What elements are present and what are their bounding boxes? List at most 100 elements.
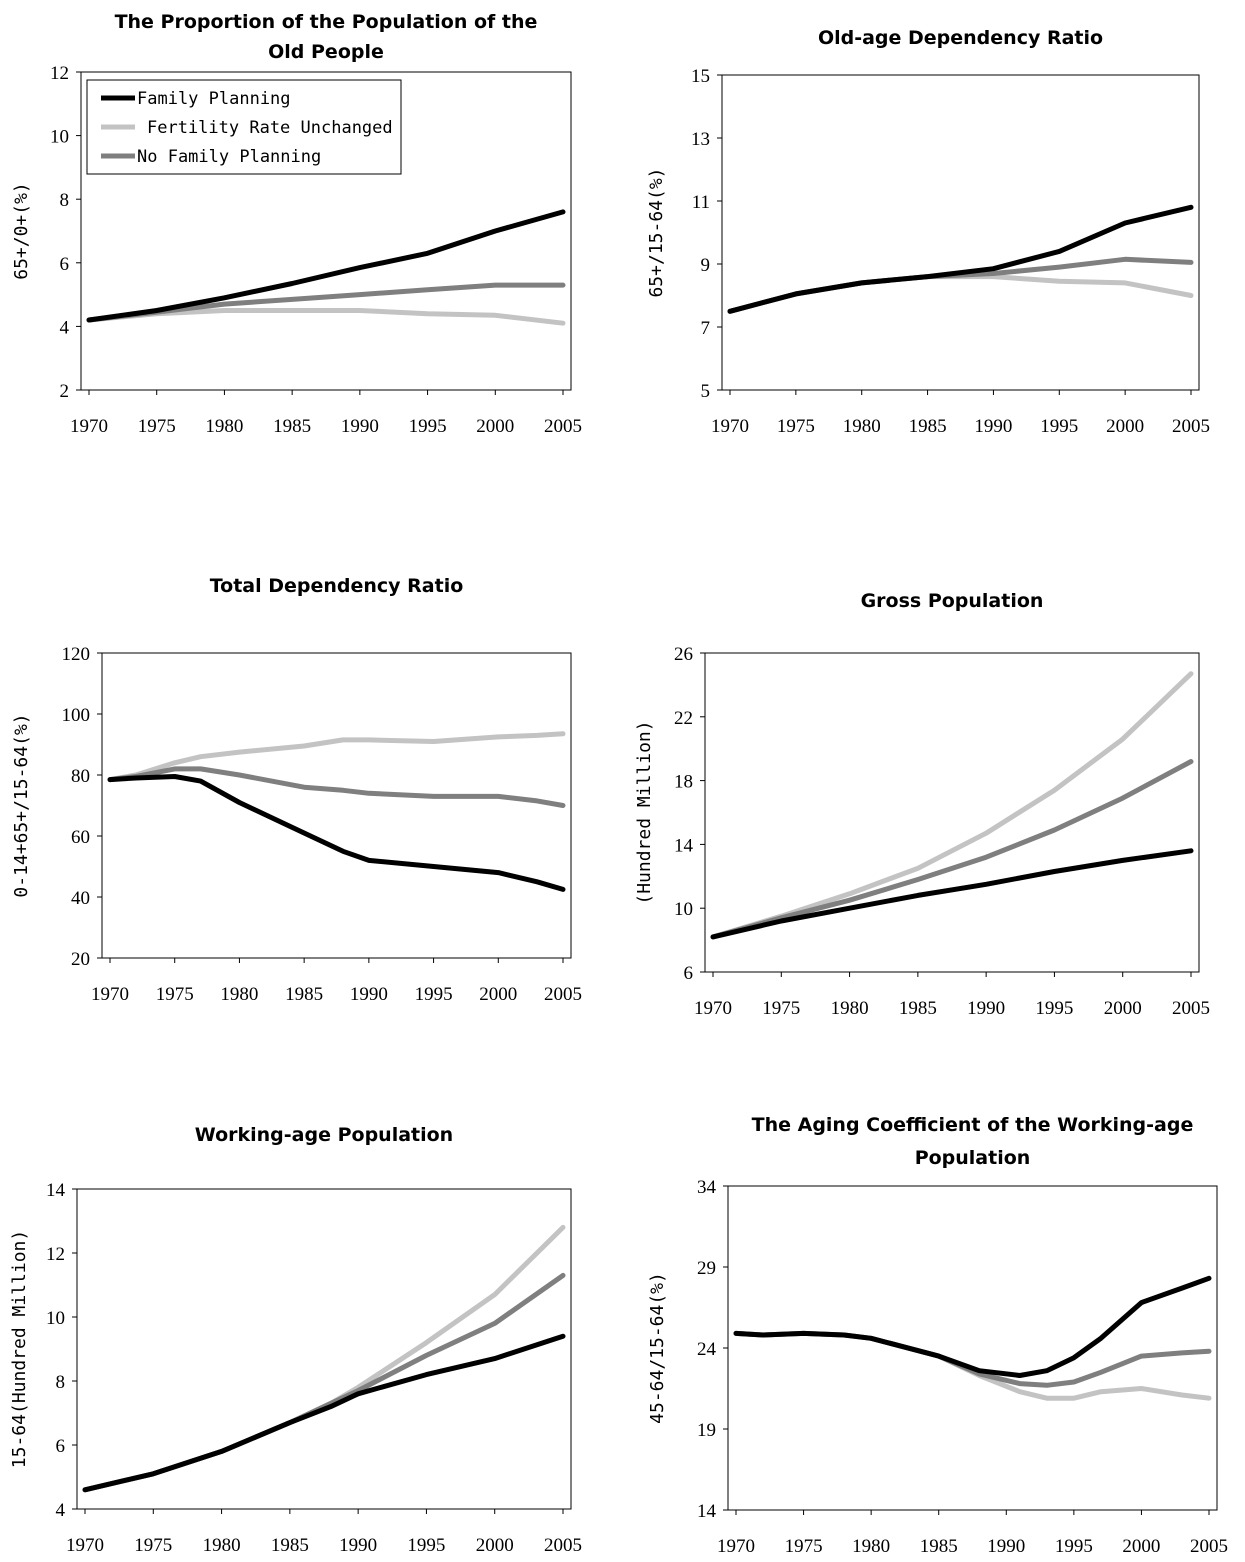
x-tick-label: 2000 <box>1104 998 1142 1019</box>
x-tick-label: 1985 <box>899 998 937 1019</box>
y-tick-label: 22 <box>674 708 693 729</box>
y-tick-label: 9 <box>701 255 711 276</box>
y-tick-label: 14 <box>674 835 694 856</box>
y-axis-label: 15-64(Hundred Million) <box>9 1230 30 1468</box>
y-tick-label: 10 <box>46 1308 65 1329</box>
chart-title: The Proportion of the Population of the <box>115 11 538 33</box>
y-tick-label: 19 <box>697 1420 716 1441</box>
y-tick-label: 4 <box>56 1500 66 1521</box>
x-tick-label: 1990 <box>339 1535 377 1556</box>
legend-frame <box>86 79 402 175</box>
plot-area-frame <box>704 652 1200 973</box>
series-line-no-family-planning <box>710 759 1194 940</box>
chart-title: Total Dependency Ratio <box>210 575 464 597</box>
y-tick-label: 18 <box>674 772 693 793</box>
chart-panel-3: Total Dependency Ratio 20 40 60 80 100 120 1970… <box>11 575 582 1005</box>
y-tick-label: 29 <box>697 1258 716 1279</box>
x-tick-label: 2005 <box>1190 1536 1228 1557</box>
x-tick-label: 1975 <box>134 1535 172 1556</box>
series-line-no-family-planning <box>82 1272 566 1493</box>
y-tick-label: 80 <box>71 766 90 787</box>
x-tick-label: 1980 <box>843 416 881 437</box>
y-tick-label: 6 <box>56 1436 66 1457</box>
series-line-no-family-planning <box>107 766 566 808</box>
chart-title: The Aging Coefficient of the Working-age <box>752 1114 1194 1136</box>
y-tick-label: 5 <box>701 381 711 402</box>
chart-title: Population <box>915 1147 1031 1169</box>
chart-panel-2: Old-age Dependency Ratio 5 7 9 11 13 15 1970 197… <box>646 27 1210 437</box>
y-tick-label: 2 <box>60 381 70 402</box>
series-line-no-family-planning <box>733 1330 1212 1388</box>
y-axis-label: 65+/0+(%) <box>11 182 32 280</box>
y-tick-label: 60 <box>71 827 90 848</box>
chart-panel-5: Working-age Population 4 6 8 10 12 14 1970 1975 1… <box>9 1124 582 1556</box>
series-line-family-planning <box>733 1275 1212 1378</box>
chart-panel-4: Gross Population 6 10 14 18 22 26 1970 1975 1980 1… <box>634 590 1210 1019</box>
x-tick-label: 2005 <box>544 416 582 437</box>
x-tick-label: 2000 <box>479 984 517 1005</box>
x-tick-label: 1990 <box>341 416 379 437</box>
x-tick-label: 2005 <box>1172 998 1210 1019</box>
x-tick-label: 1985 <box>273 416 311 437</box>
x-tick-label: 1985 <box>271 1535 309 1556</box>
series-line-family-planning <box>82 1333 566 1493</box>
y-tick-label: 12 <box>46 1244 65 1265</box>
y-tick-label: 10 <box>674 899 693 920</box>
y-tick-label: 7 <box>701 318 711 339</box>
x-tick-label: 1990 <box>974 416 1012 437</box>
y-tick-label: 4 <box>60 317 70 338</box>
x-tick-label: 1990 <box>987 1536 1025 1557</box>
chart-legend: Family Planning Fertility Rate Unchanged N… <box>86 79 402 175</box>
series-line-family-planning <box>107 774 566 892</box>
y-tick-label: 26 <box>674 644 693 665</box>
legend-label-fertility-rate-unchanged: Fertility Rate Unchanged <box>147 118 393 138</box>
x-tick-label: 2000 <box>476 416 514 437</box>
chart-title: Old-age Dependency Ratio <box>818 27 1103 49</box>
plot-area-frame <box>727 1185 1218 1511</box>
x-tick-label: 1985 <box>909 416 947 437</box>
x-tick-label: 2005 <box>544 1535 582 1556</box>
x-tick-label: 2005 <box>1172 416 1210 437</box>
y-tick-label: 8 <box>60 190 70 211</box>
x-tick-label: 1995 <box>409 416 447 437</box>
x-tick-label: 1980 <box>203 1535 241 1556</box>
x-tick-label: 1975 <box>785 1536 823 1557</box>
x-tick-label: 1985 <box>285 984 323 1005</box>
x-tick-label: 1980 <box>220 984 258 1005</box>
y-axis-label: 65+/15-64(%) <box>646 167 667 297</box>
y-tick-label: 20 <box>71 949 90 970</box>
y-tick-label: 11 <box>692 192 710 213</box>
y-tick-label: 12 <box>50 63 69 84</box>
series-line-family-planning <box>710 848 1194 940</box>
y-tick-label: 15 <box>691 66 710 87</box>
y-tick-label: 14 <box>697 1501 717 1522</box>
x-tick-label: 1970 <box>717 1536 755 1557</box>
x-tick-label: 1975 <box>156 984 194 1005</box>
plot-area-frame <box>76 1188 572 1510</box>
series-line-family-planning <box>727 204 1194 314</box>
plot-area-frame <box>721 74 1200 391</box>
y-tick-label: 6 <box>60 254 70 275</box>
y-axis-label: 45-64/15-64(%) <box>647 1272 668 1424</box>
x-tick-label: 1995 <box>1040 416 1078 437</box>
x-tick-label: 1980 <box>852 1536 890 1557</box>
x-tick-label: 2000 <box>476 1535 514 1556</box>
x-tick-label: 1995 <box>1035 998 1073 1019</box>
series-line-fertility-rate-unchanged <box>107 731 566 783</box>
x-tick-label: 1975 <box>777 416 815 437</box>
x-tick-label: 2000 <box>1106 416 1144 437</box>
y-tick-label: 120 <box>62 644 91 665</box>
x-tick-label: 1970 <box>711 416 749 437</box>
legend-label-family-planning: Family Planning <box>137 89 291 109</box>
x-tick-label: 1970 <box>91 984 129 1005</box>
y-tick-label: 6 <box>684 963 694 984</box>
y-tick-label: 14 <box>46 1180 66 1201</box>
x-tick-label: 1995 <box>415 984 453 1005</box>
chart-title: Old People <box>268 41 384 63</box>
x-tick-label: 1995 <box>1055 1536 1093 1557</box>
y-tick-label: 8 <box>56 1372 66 1393</box>
y-tick-label: 100 <box>62 705 91 726</box>
series-line-family-planning <box>86 209 566 323</box>
x-tick-label: 1990 <box>967 998 1005 1019</box>
